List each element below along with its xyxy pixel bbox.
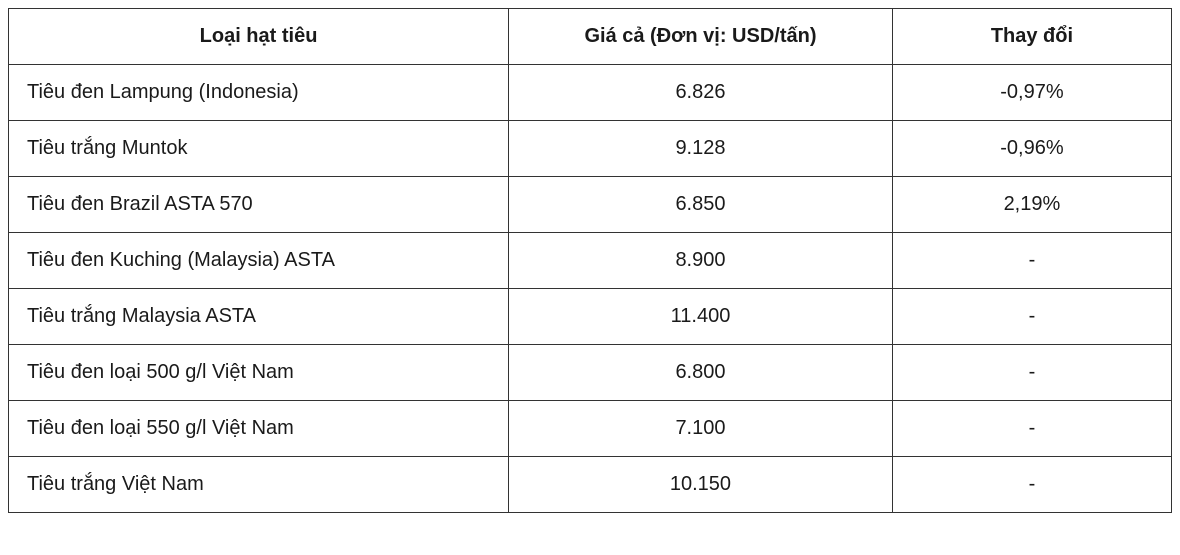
column-header-price: Giá cả (Đơn vị: USD/tấn) [509,9,893,65]
cell-type: Tiêu trắng Malaysia ASTA [9,289,509,345]
cell-price: 6.826 [509,65,893,121]
table-row: Tiêu đen loại 500 g/l Việt Nam 6.800 - [9,345,1172,401]
cell-price: 6.850 [509,177,893,233]
cell-change: - [892,457,1171,513]
cell-price: 7.100 [509,401,893,457]
cell-change: -0,96% [892,121,1171,177]
cell-type: Tiêu trắng Việt Nam [9,457,509,513]
cell-type: Tiêu đen Brazil ASTA 570 [9,177,509,233]
cell-price: 11.400 [509,289,893,345]
table-row: Tiêu trắng Malaysia ASTA 11.400 - [9,289,1172,345]
table-row: Tiêu trắng Việt Nam 10.150 - [9,457,1172,513]
cell-price: 8.900 [509,233,893,289]
table-row: Tiêu đen loại 550 g/l Việt Nam 7.100 - [9,401,1172,457]
pepper-price-table: Loại hạt tiêu Giá cả (Đơn vị: USD/tấn) T… [8,8,1172,513]
cell-price: 9.128 [509,121,893,177]
table-header-row: Loại hạt tiêu Giá cả (Đơn vị: USD/tấn) T… [9,9,1172,65]
cell-type: Tiêu trắng Muntok [9,121,509,177]
cell-type: Tiêu đen Kuching (Malaysia) ASTA [9,233,509,289]
cell-change: - [892,233,1171,289]
table-row: Tiêu đen Brazil ASTA 570 6.850 2,19% [9,177,1172,233]
cell-type: Tiêu đen loại 500 g/l Việt Nam [9,345,509,401]
cell-change: -0,97% [892,65,1171,121]
cell-change: - [892,289,1171,345]
cell-change: - [892,401,1171,457]
column-header-change: Thay đổi [892,9,1171,65]
cell-change: 2,19% [892,177,1171,233]
table-row: Tiêu đen Kuching (Malaysia) ASTA 8.900 - [9,233,1172,289]
cell-change: - [892,345,1171,401]
cell-type: Tiêu đen loại 550 g/l Việt Nam [9,401,509,457]
column-header-type: Loại hạt tiêu [9,9,509,65]
table-row: Tiêu đen Lampung (Indonesia) 6.826 -0,97… [9,65,1172,121]
cell-price: 6.800 [509,345,893,401]
table-row: Tiêu trắng Muntok 9.128 -0,96% [9,121,1172,177]
cell-type: Tiêu đen Lampung (Indonesia) [9,65,509,121]
cell-price: 10.150 [509,457,893,513]
